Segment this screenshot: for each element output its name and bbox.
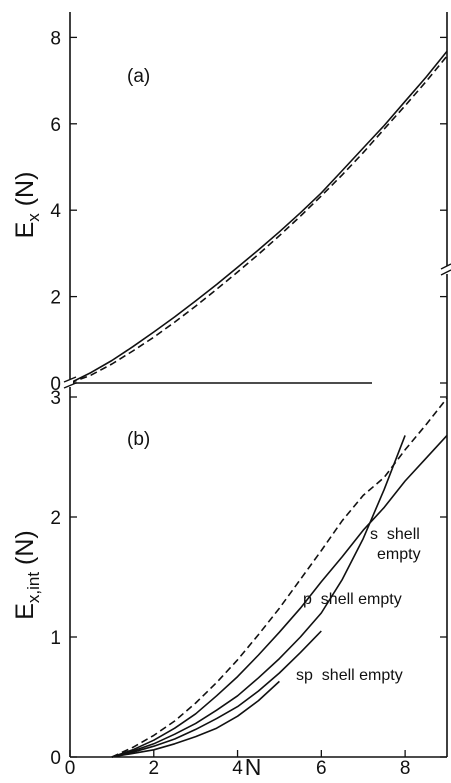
annotation-s-shell-line1: s shell (370, 526, 420, 543)
panel-a-y-tick-label: 4 (50, 201, 61, 222)
panel-a-series-2-dashed (69, 55, 448, 384)
panel-a-y-axis-label-sub: x (24, 213, 43, 222)
panel-a-curves (69, 50, 448, 384)
annotation-p-shell: p shell empty (303, 591, 402, 608)
panel-a-series-1-solid (69, 50, 448, 384)
panel-b-x-ticks (69, 750, 406, 757)
panel-a-y-ticks (70, 36, 447, 384)
panel-b-y-tick-label: 2 (50, 508, 61, 529)
panel-b-y-axis-label-rest: (N) (11, 530, 39, 572)
panel-a-y-tick-label: 8 (50, 28, 61, 49)
panel-a-y-axis-label: Ex (N) (11, 172, 43, 239)
axis-break-left-mark-2 (63, 382, 77, 389)
panel-b-x-tick-label: 4 (232, 758, 243, 778)
panel-a-y-tick-label: 0 (50, 374, 61, 395)
annotation-s-shell-line2: empty (377, 546, 421, 563)
axis-break-right (440, 263, 451, 276)
panel-b-x-tick-label: 0 (65, 758, 76, 778)
panel-b-y-tick-label: 1 (50, 628, 61, 649)
panel-b-label: (b) (127, 429, 150, 450)
panel-b-y-axis-label: Ex,int (N) (11, 530, 43, 620)
panel-b-series-5-solid (111, 680, 280, 758)
panel-b-y-tick-label: 0 (50, 748, 61, 769)
panel-a-y-tick-label: 2 (50, 288, 61, 309)
panel-a-y-tick-labels: 0 2 4 6 8 (50, 28, 61, 395)
axis-break-right-mark-2 (440, 269, 451, 276)
axis-break-left-mark-1 (63, 376, 77, 383)
axis-break-left (63, 376, 77, 389)
panel-b-y-tick-labels: 0 1 2 3 (50, 388, 61, 769)
panel-a: 0 2 4 6 8 (a) Ex (N) (11, 12, 448, 395)
panel-b-series-2-solid (111, 434, 448, 758)
x-axis-label: N (245, 754, 262, 778)
panel-a-y-tick-label: 6 (50, 115, 61, 136)
panel-b-x-tick-label: 2 (148, 758, 159, 778)
panel-b-x-tick-label: 8 (400, 758, 411, 778)
axis-break-right-mark-1 (440, 263, 451, 270)
panel-b-y-ticks (70, 396, 447, 758)
panel-b-y-axis-label-sub: x,int (24, 572, 43, 603)
panel-b-series-1-dashed (111, 397, 448, 758)
panel-a-y-axis-label-main: E (11, 222, 39, 239)
panel-b-x-tick-labels: 0 2 4 6 8 (65, 758, 411, 779)
panel-b-x-tick-label: 6 (316, 758, 327, 778)
annotation-sp-shell: sp shell empty (296, 667, 403, 684)
panel-b-series-4-solid (111, 630, 322, 758)
panel-a-label: (a) (127, 66, 150, 87)
panel-a-y-axis-label-rest: (N) (11, 172, 39, 214)
panel-b-curves (111, 397, 448, 758)
panel-b: 0 1 2 3 0 2 4 6 8 (b) s shell empty p shell emp… (11, 270, 448, 780)
panel-b-y-axis-label-main: E (11, 603, 39, 620)
panel-b-series-3-solid (111, 435, 406, 758)
panel-b-y-tick-label: 3 (50, 388, 61, 409)
